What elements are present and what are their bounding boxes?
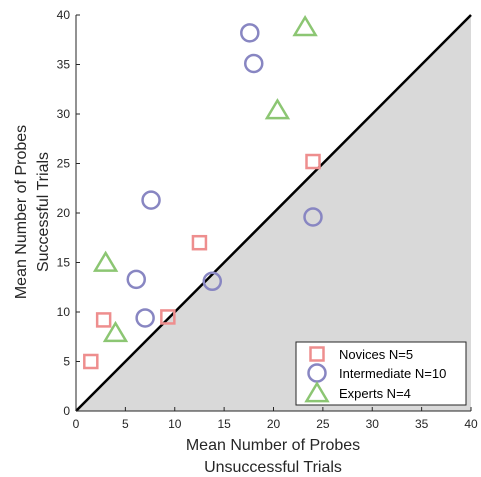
y-tick-label: 0	[63, 404, 70, 418]
data-point-circle	[202, 271, 223, 292]
data-point-triangle	[92, 250, 119, 272]
ticks: 0 5 10 15 20 25 30 35 40 0 5 10 15 20 25 30 35 40	[57, 8, 478, 431]
y-tick-label: 35	[57, 58, 71, 72]
y-tick-label: 30	[57, 107, 71, 121]
legend-label: Intermediate N=10	[339, 366, 446, 381]
y-tick-label: 40	[57, 8, 71, 22]
series-triangle	[92, 14, 318, 343]
data-point-square	[83, 353, 99, 370]
x-tick-label: 0	[73, 417, 80, 431]
x-tick-label: 40	[464, 417, 478, 431]
x-tick-label: 10	[168, 417, 182, 431]
data-point-circle	[141, 190, 161, 210]
series-circle	[126, 23, 323, 328]
data-point-circle	[303, 207, 323, 227]
data-point-square	[95, 312, 112, 328]
data-marks	[83, 14, 323, 370]
x-tick-label: 15	[217, 417, 231, 431]
data-point-triangle	[264, 98, 291, 120]
x-tick-label: 25	[316, 417, 330, 431]
y-tick-label: 25	[57, 157, 71, 171]
series-square	[83, 153, 321, 370]
y-tick-label: 20	[57, 206, 71, 220]
data-point-circle	[244, 53, 264, 74]
data-point-circle	[240, 23, 260, 43]
x-tick-label: 30	[366, 417, 380, 431]
data-point-circle	[126, 269, 146, 290]
x-tick-label: 5	[122, 417, 129, 431]
y-tick-label: 15	[57, 256, 71, 270]
data-point-triangle	[292, 14, 318, 37]
y-axis-title-line-2: Successful Trials	[35, 152, 52, 272]
data-point-square	[305, 153, 321, 170]
legend-marker-triangle	[304, 381, 330, 403]
legend-label: Experts N=4	[339, 386, 411, 401]
identity-line	[75, 14, 472, 412]
data-point-triangle	[102, 320, 129, 343]
x-axis-title-line-1: Mean Number of Probes	[186, 437, 360, 454]
x-tick-label: 20	[267, 417, 281, 431]
y-axis-title-line-1: Mean Number of Probes	[13, 125, 30, 299]
y-tick-label: 5	[63, 355, 70, 369]
x-tick-label: 35	[415, 417, 429, 431]
x-axis-title-line-2: Unsuccessful Trials	[204, 459, 342, 476]
data-point-square	[160, 309, 176, 325]
legend: Novices N=5 Intermediate N=10 Experts N=4	[295, 341, 467, 406]
data-point-circle	[135, 308, 155, 328]
y-tick-label: 10	[57, 305, 71, 319]
legend-label: Novices N=5	[339, 347, 413, 362]
data-point-square	[191, 234, 208, 251]
legend-marker-square	[309, 346, 325, 362]
